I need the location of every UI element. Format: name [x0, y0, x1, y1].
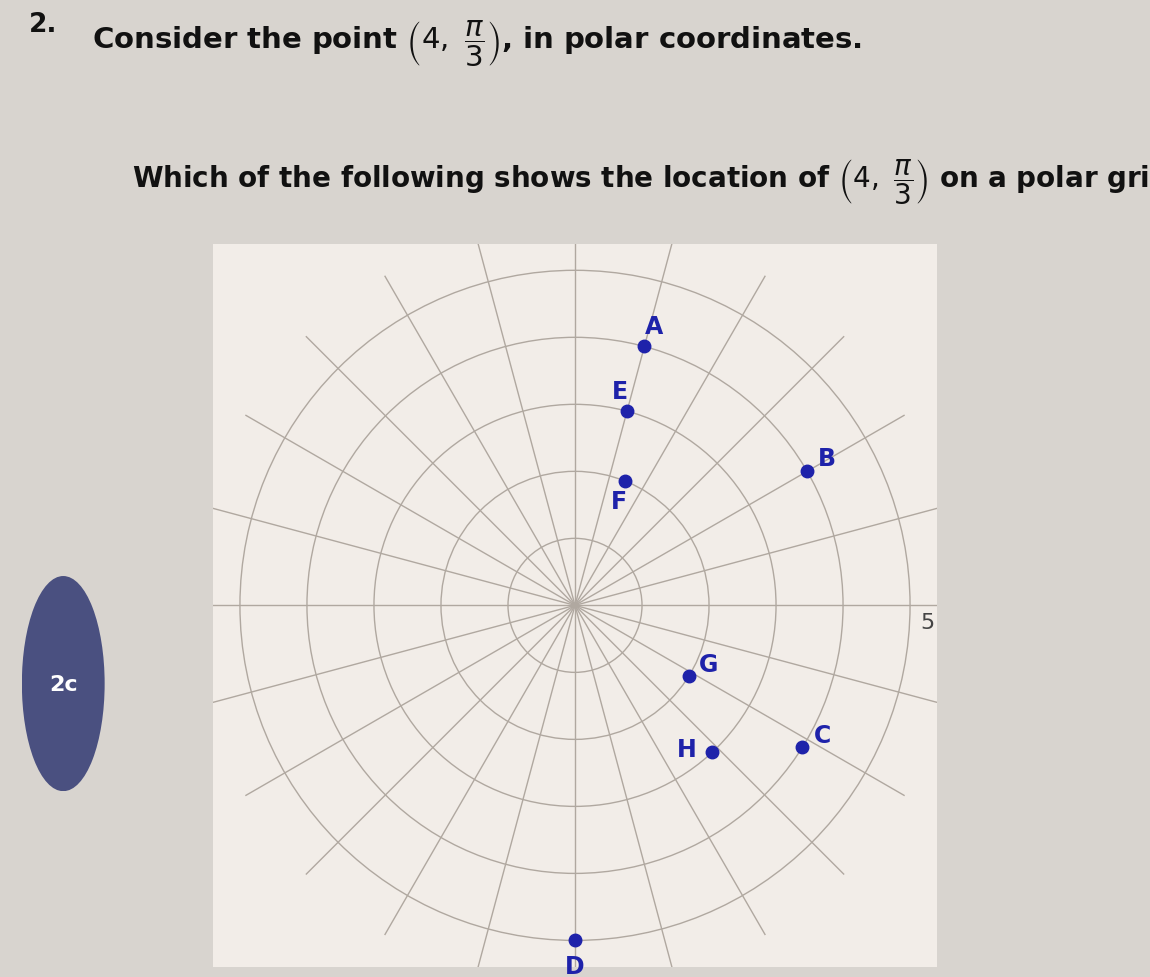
Text: 2.: 2.	[29, 12, 58, 38]
Ellipse shape	[22, 576, 105, 791]
Text: 2c: 2c	[49, 674, 77, 694]
Text: Consider the point $\left(4,\ \dfrac{\pi}{3}\right)$, in polar coordinates.: Consider the point $\left(4,\ \dfrac{\pi…	[92, 19, 862, 68]
Text: E: E	[612, 380, 628, 404]
Text: 5: 5	[920, 613, 934, 632]
Text: Which of the following shows the location of $\left(4,\ \dfrac{\pi}{3}\right)$ o: Which of the following shows the locatio…	[132, 157, 1150, 207]
Text: D: D	[565, 954, 585, 977]
Text: B: B	[819, 446, 836, 471]
Text: F: F	[611, 489, 627, 514]
Text: G: G	[699, 653, 719, 677]
Text: A: A	[645, 315, 664, 339]
Text: H: H	[676, 738, 697, 761]
Text: C: C	[814, 724, 831, 747]
